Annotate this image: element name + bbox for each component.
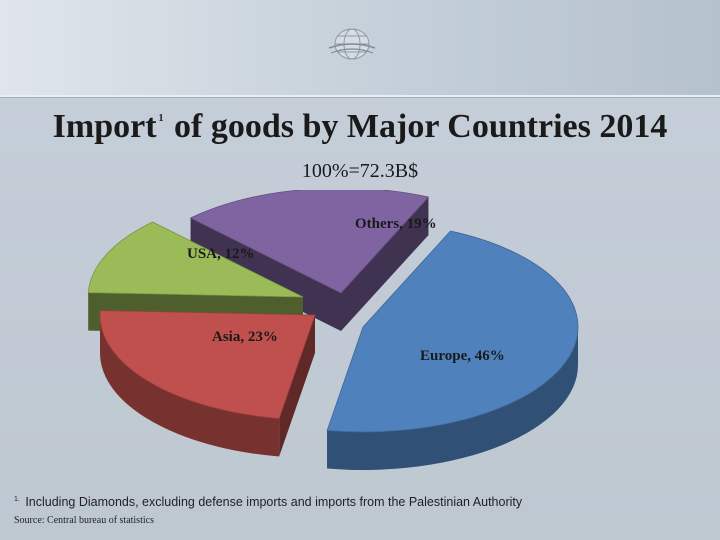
pie-slice-asia-cut-start [279,315,315,457]
pie-slice-asia-side [100,315,280,457]
pie-label-usa: USA, 12% [187,246,255,262]
header-divider [0,95,720,97]
footnote-mark: 1. [14,495,20,503]
footnote-text: Including Diamonds, excluding defense im… [21,495,523,509]
chart-subtitle: 100%=72.3B$ [301,160,419,182]
pie-slice-others [189,190,430,331]
title-main: Import [52,108,157,145]
header-divider-shadow [0,97,720,98]
pie-label-asia: Asia, 23% [212,329,278,345]
pie-label-europe: Europe, 46% [420,348,505,364]
pie-slice-others-cut-start [190,217,341,331]
title-footnote-mark: 1 [158,112,164,124]
source-note: Source: Central bureau of statistics [14,515,154,526]
page-title: Import 1 of goods by Major Countries 2014 [0,108,720,146]
pie-slice-asia [99,310,316,457]
pie-slice-others-top [189,190,430,294]
pie-slice-europe [326,230,579,470]
pie-slice-usa-top [87,221,304,298]
pie-slice-europe-top [326,230,579,433]
pie-slice-asia-top [99,310,316,419]
pie-chart: Europe, 46% Asia, 23% USA, 12% Others, 19% [87,190,579,470]
pie-slice-others-cut-end [341,197,429,331]
pie-slice-europe-side [327,327,578,470]
pie-label-others: Others, 19% [355,216,437,232]
title-rest: of goods by Major Countries 2014 [165,108,668,145]
globe-logo-icon [328,28,376,60]
footnote: 1. Including Diamonds, excluding defense… [14,495,522,509]
